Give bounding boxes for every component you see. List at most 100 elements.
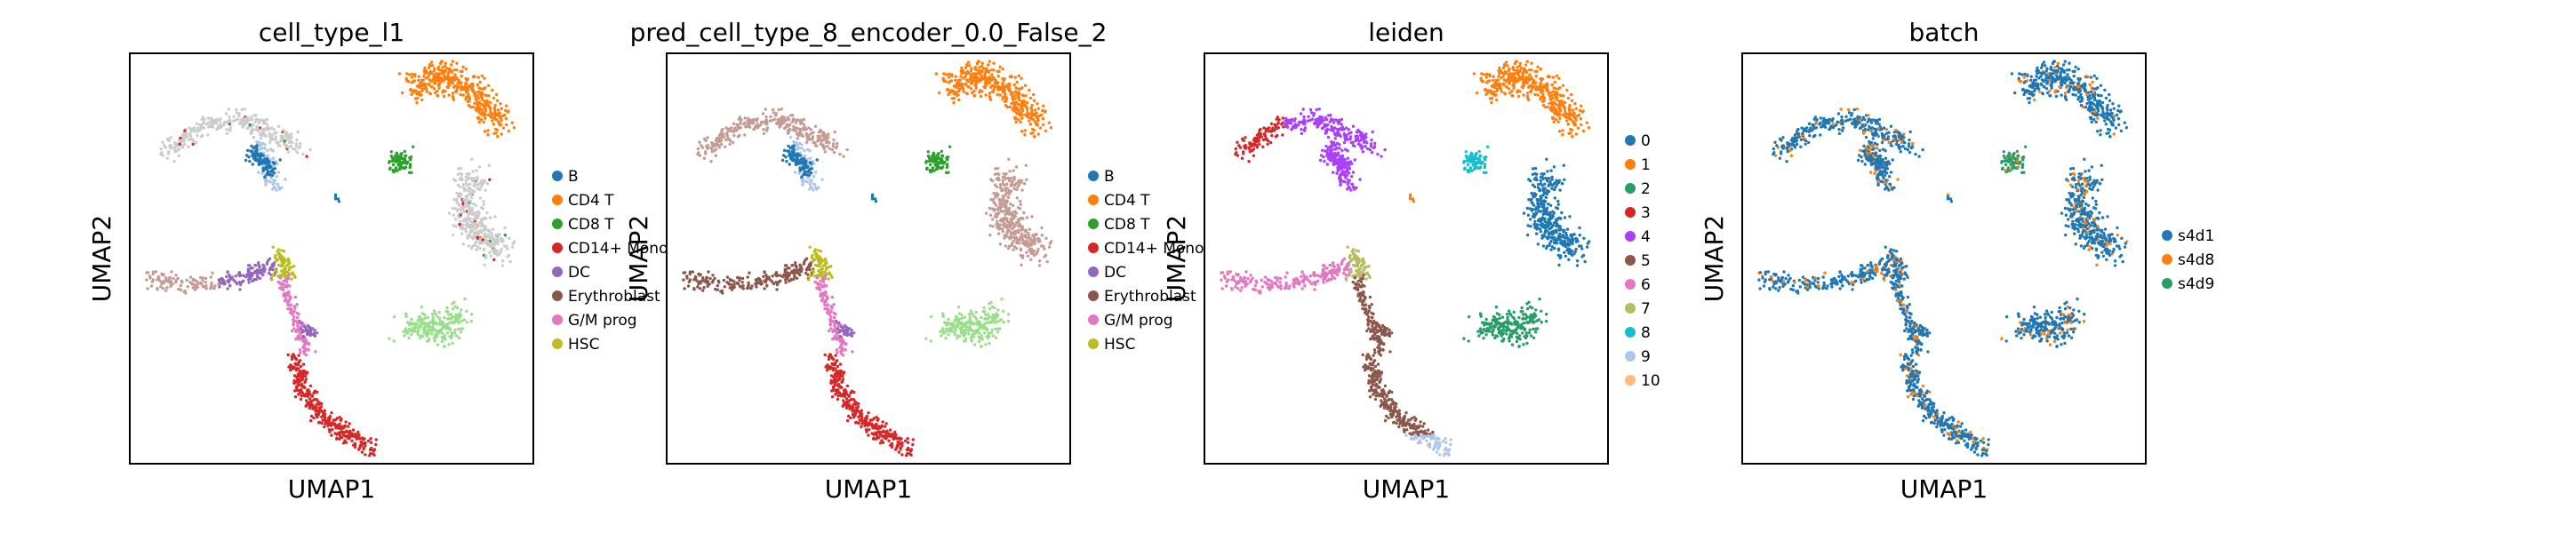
data-point xyxy=(1557,130,1562,133)
data-point xyxy=(313,331,316,335)
data-point xyxy=(506,247,509,251)
data-point xyxy=(1003,225,1007,228)
data-point xyxy=(732,130,735,133)
data-point xyxy=(823,270,827,274)
data-point xyxy=(259,154,263,157)
data-point xyxy=(481,207,485,211)
data-point xyxy=(1012,236,1017,240)
data-point xyxy=(405,72,409,76)
data-point xyxy=(835,348,839,352)
data-point xyxy=(183,129,187,132)
data-point xyxy=(276,171,281,174)
data-point xyxy=(460,319,464,322)
data-point xyxy=(308,418,313,423)
data-point xyxy=(801,127,804,131)
data-point xyxy=(709,160,713,163)
data-point xyxy=(1488,74,1492,78)
data-point xyxy=(1012,169,1015,172)
data-point xyxy=(460,172,464,176)
data-point xyxy=(420,87,424,91)
data-point xyxy=(468,199,472,203)
data-point xyxy=(268,257,272,260)
data-point xyxy=(693,274,697,279)
data-point xyxy=(951,89,956,93)
data-point xyxy=(781,154,786,157)
data-point xyxy=(987,70,991,75)
data-point xyxy=(843,394,846,398)
data-point xyxy=(785,123,788,127)
data-point xyxy=(931,155,934,158)
data-point xyxy=(1014,221,1019,225)
data-point xyxy=(404,76,408,81)
data-point xyxy=(262,132,267,137)
legend-marker xyxy=(1088,290,1099,301)
data-point xyxy=(205,123,209,126)
data-point xyxy=(302,325,307,329)
data-point xyxy=(740,118,743,122)
data-point xyxy=(441,66,444,69)
data-point xyxy=(402,330,405,333)
data-point xyxy=(797,141,802,145)
data-point xyxy=(484,227,488,231)
data-point xyxy=(299,141,302,146)
data-point xyxy=(988,213,993,217)
data-point xyxy=(782,118,787,123)
data-point xyxy=(338,437,341,441)
data-point xyxy=(1001,95,1005,99)
data-point xyxy=(842,339,845,343)
data-point xyxy=(1032,128,1036,131)
data-point xyxy=(443,70,447,74)
data-point xyxy=(486,129,490,132)
data-point xyxy=(815,158,819,162)
data-point xyxy=(964,83,968,87)
data-point xyxy=(472,189,476,194)
data-point xyxy=(224,112,228,115)
data-point xyxy=(1020,130,1024,133)
data-point xyxy=(427,331,431,335)
data-point xyxy=(242,279,245,282)
data-point xyxy=(433,67,436,70)
data-point xyxy=(1020,93,1025,97)
data-point xyxy=(332,418,336,422)
data-point xyxy=(408,163,412,166)
data-point xyxy=(255,144,259,147)
data-point xyxy=(960,86,964,91)
data-point xyxy=(804,160,808,163)
data-point xyxy=(261,154,265,157)
data-point xyxy=(434,313,437,316)
data-point xyxy=(473,101,476,106)
data-point xyxy=(1006,176,1010,180)
data-point xyxy=(188,275,193,279)
data-point xyxy=(761,112,765,115)
data-point xyxy=(801,155,805,158)
data-point xyxy=(1008,105,1012,109)
data-point xyxy=(308,147,312,152)
data-point xyxy=(977,327,980,331)
data-point xyxy=(263,157,267,161)
data-point xyxy=(447,93,451,97)
data-point xyxy=(456,201,460,205)
data-point xyxy=(959,331,963,335)
data-point xyxy=(313,389,317,393)
data-point xyxy=(701,276,705,280)
data-point xyxy=(296,374,300,378)
data-point xyxy=(696,147,700,151)
data-point xyxy=(1023,241,1028,244)
data-point xyxy=(316,331,319,335)
data-point xyxy=(796,143,799,147)
data-point xyxy=(333,422,337,426)
data-point xyxy=(1013,213,1017,218)
data-point xyxy=(965,64,969,68)
data-point xyxy=(452,233,455,237)
data-point xyxy=(980,315,983,320)
data-point xyxy=(388,167,392,171)
data-point xyxy=(467,218,471,221)
data-point xyxy=(170,270,173,274)
data-point xyxy=(1050,240,1053,243)
data-point xyxy=(258,276,262,280)
data-point xyxy=(188,126,191,130)
data-point xyxy=(341,426,345,430)
data-point xyxy=(196,282,199,287)
data-point xyxy=(221,279,226,282)
data-point xyxy=(840,348,844,352)
